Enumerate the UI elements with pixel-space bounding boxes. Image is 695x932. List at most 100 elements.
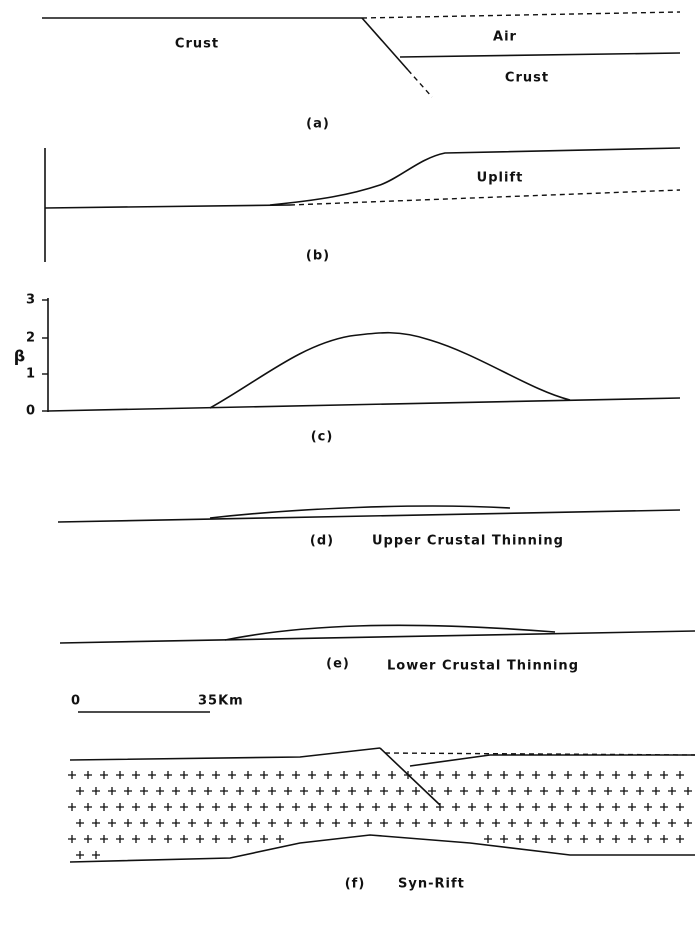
axis-label: β: [14, 347, 26, 366]
cross: [444, 787, 452, 795]
cross: [100, 803, 108, 811]
cross: [612, 835, 620, 843]
fault-extension: [408, 70, 432, 97]
scale-label: 0: [71, 694, 81, 709]
cross: [628, 835, 636, 843]
panel-label: (d): [310, 534, 334, 549]
cross: [292, 771, 300, 779]
cross: [580, 771, 588, 779]
cross: [340, 771, 348, 779]
cross: [84, 771, 92, 779]
cross: [204, 787, 212, 795]
cross: [676, 803, 684, 811]
baseline: [58, 510, 680, 522]
cross: [420, 803, 428, 811]
cross: [260, 835, 268, 843]
cross: [620, 787, 628, 795]
cross: [268, 787, 276, 795]
panel-title: Lower Crustal Thinning: [387, 659, 579, 674]
cross: [588, 819, 596, 827]
cross: [660, 803, 668, 811]
cross: [124, 819, 132, 827]
cross: [308, 803, 316, 811]
cross: [420, 771, 428, 779]
panel-label: (b): [306, 249, 330, 264]
cross: [676, 835, 684, 843]
cross: [476, 819, 484, 827]
cross: [244, 771, 252, 779]
cross: [300, 787, 308, 795]
cross: [348, 819, 356, 827]
cross: [148, 771, 156, 779]
cross: [404, 803, 412, 811]
cross: [596, 803, 604, 811]
panel-b: Uplift (b): [45, 148, 680, 264]
cross: [604, 819, 612, 827]
cross: [364, 819, 372, 827]
cross: [516, 771, 524, 779]
cross: [500, 835, 508, 843]
cross: [564, 771, 572, 779]
y-tick-label: 0: [26, 404, 36, 419]
cross: [396, 787, 404, 795]
cross: [100, 835, 108, 843]
cross: [388, 803, 396, 811]
cross: [548, 835, 556, 843]
cross: [172, 819, 180, 827]
cross: [332, 819, 340, 827]
cross: [164, 835, 172, 843]
cross: [108, 819, 116, 827]
uplift-curve: [270, 148, 680, 205]
cross: [164, 803, 172, 811]
downthrown-surface: [400, 53, 680, 57]
cross: [84, 835, 92, 843]
cross: [180, 835, 188, 843]
cross: [668, 787, 676, 795]
cross: [580, 803, 588, 811]
cross: [484, 803, 492, 811]
cross: [132, 803, 140, 811]
cross: [372, 803, 380, 811]
panel-label: (a): [306, 117, 330, 132]
panel-title: Syn-Rift: [398, 877, 465, 892]
cross: [196, 835, 204, 843]
cross: [188, 819, 196, 827]
cross: [644, 835, 652, 843]
cross: [540, 787, 548, 795]
cross: [628, 771, 636, 779]
panel-label: (f): [345, 877, 366, 892]
dashed-baseline: [290, 190, 680, 205]
y-tick-label: 1: [26, 367, 36, 382]
panel-a: Crust Air Crust (a): [42, 12, 680, 132]
cross: [436, 803, 444, 811]
cross: [668, 819, 676, 827]
cross: [100, 771, 108, 779]
cross: [76, 787, 84, 795]
cross: [484, 835, 492, 843]
cross: [76, 851, 84, 859]
cross: [316, 819, 324, 827]
cross: [684, 819, 692, 827]
cross: [548, 771, 556, 779]
cross: [252, 819, 260, 827]
cross: [252, 787, 260, 795]
cross: [588, 787, 596, 795]
cross: [228, 803, 236, 811]
cross: [436, 771, 444, 779]
cross: [356, 803, 364, 811]
cross: [532, 803, 540, 811]
crust-top: [70, 748, 380, 760]
cross: [268, 819, 276, 827]
cross: [180, 803, 188, 811]
cross: [380, 819, 388, 827]
cross: [676, 771, 684, 779]
cross: [492, 787, 500, 795]
cross: [180, 771, 188, 779]
cross: [516, 803, 524, 811]
figure: Crust Air Crust (a) Uplift (b) β 0123 (c…: [0, 0, 695, 932]
cross: [532, 835, 540, 843]
cross: [596, 771, 604, 779]
cross: [572, 819, 580, 827]
cross: [364, 787, 372, 795]
cross: [284, 819, 292, 827]
